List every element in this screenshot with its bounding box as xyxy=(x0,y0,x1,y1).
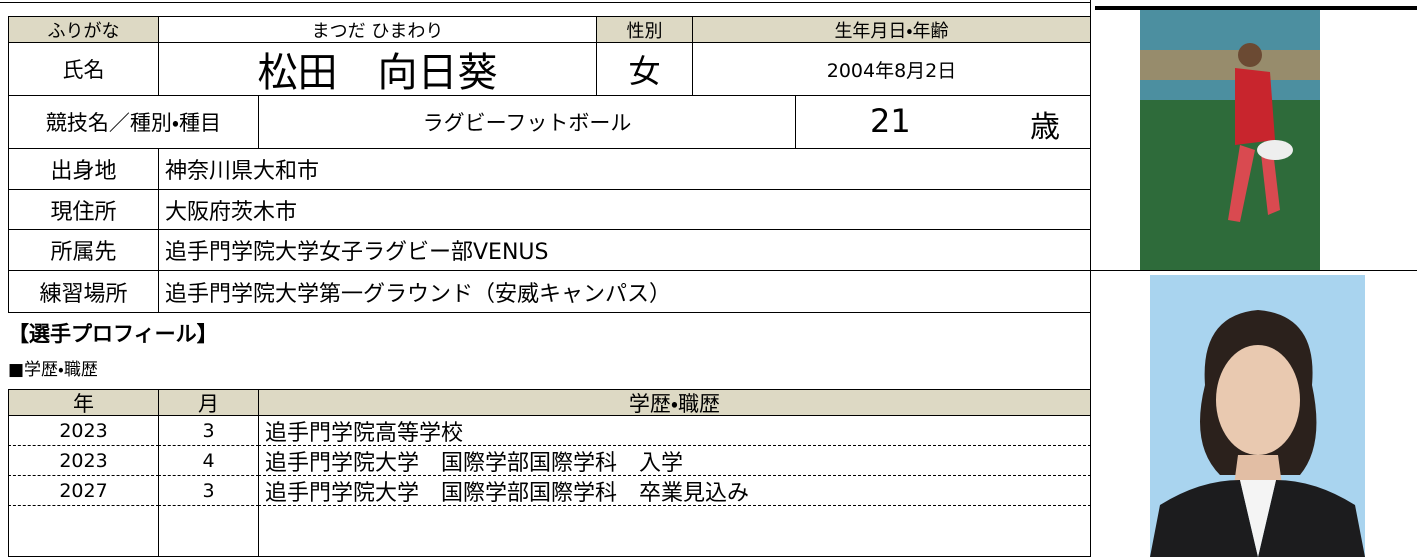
history: 追手門学院高等学校 xyxy=(258,416,1091,446)
subsection-title: ■学歴・職歴 xyxy=(8,360,98,380)
value: 追手門学院大学女子ラグビー部VENUS xyxy=(158,229,1091,271)
value: 追手門学院大学第一グラウンド（安威キャンパス） xyxy=(158,270,1091,313)
month: 3 xyxy=(158,476,259,506)
label: 氏名 xyxy=(8,42,159,96)
history: 追手門学院大学 国際学部国際学科 入学 xyxy=(258,446,1091,476)
month: 3 xyxy=(158,416,259,446)
year: 2023 xyxy=(8,446,159,476)
name: 松田 向日葵 xyxy=(158,42,597,96)
age-unit: 歳 xyxy=(1030,110,1060,145)
column-header: 学歴・職歴 xyxy=(258,389,1091,416)
empty-cell xyxy=(8,506,159,557)
label: 所属先 xyxy=(8,229,159,271)
history: 追手門学院大学 国際学部国際学科 卒業見込み xyxy=(258,476,1091,506)
top-rule xyxy=(0,2,1090,3)
sport: ラグビーフットボール xyxy=(258,95,796,149)
empty-cell xyxy=(158,506,259,557)
label: 競技名／種別・種目 xyxy=(8,95,259,149)
age: 21 xyxy=(870,102,911,140)
label: 現住所 xyxy=(8,189,159,230)
gender: 女 xyxy=(596,42,693,96)
birthdate: 2004年8月2日 xyxy=(692,42,1091,96)
label: 性別 xyxy=(596,16,693,43)
year: 2023 xyxy=(8,416,159,446)
furigana: まつだ ひまわり xyxy=(158,16,597,43)
top-rule xyxy=(1095,6,1417,10)
label: 生年月日・年齢 xyxy=(692,16,1091,43)
year: 2027 xyxy=(8,476,159,506)
portrait-photo xyxy=(1150,275,1365,557)
column-header: 年 xyxy=(8,389,159,416)
value: 神奈川県大和市 xyxy=(158,148,1091,190)
label: 練習場所 xyxy=(8,270,159,313)
divider xyxy=(1090,270,1417,271)
label: ふりがな xyxy=(8,16,159,43)
section-title: 【選手プロフィール】 xyxy=(8,322,218,346)
label: 出身地 xyxy=(8,148,159,190)
value: 大阪府茨木市 xyxy=(158,189,1091,230)
month: 4 xyxy=(158,446,259,476)
column-header: 月 xyxy=(158,389,259,416)
action-photo xyxy=(1140,10,1320,270)
empty-cell xyxy=(258,506,1091,557)
